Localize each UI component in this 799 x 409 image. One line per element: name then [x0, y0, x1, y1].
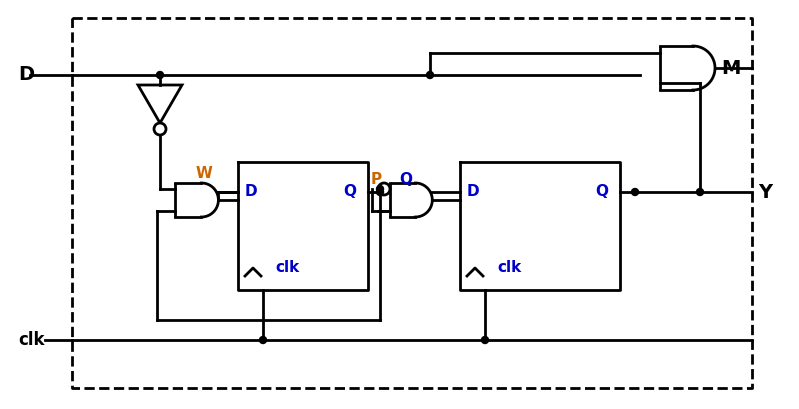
Circle shape	[631, 189, 638, 196]
Text: clk: clk	[275, 261, 300, 276]
Text: Y: Y	[758, 182, 772, 202]
Circle shape	[157, 72, 164, 79]
Text: P: P	[371, 173, 382, 187]
Text: Q: Q	[344, 184, 356, 200]
Text: W: W	[196, 166, 213, 182]
Circle shape	[697, 189, 703, 196]
Text: D: D	[18, 65, 34, 85]
Circle shape	[427, 72, 434, 79]
Text: Q: Q	[595, 184, 609, 200]
Circle shape	[260, 337, 267, 344]
Text: M: M	[721, 58, 741, 77]
Circle shape	[154, 123, 166, 135]
Circle shape	[378, 183, 390, 195]
Text: clk: clk	[18, 331, 45, 349]
Text: D: D	[244, 184, 257, 200]
Text: Q: Q	[400, 173, 412, 187]
Circle shape	[376, 186, 384, 193]
Circle shape	[482, 337, 488, 344]
Text: clk: clk	[497, 261, 521, 276]
Circle shape	[376, 189, 384, 196]
Text: D: D	[467, 184, 479, 200]
